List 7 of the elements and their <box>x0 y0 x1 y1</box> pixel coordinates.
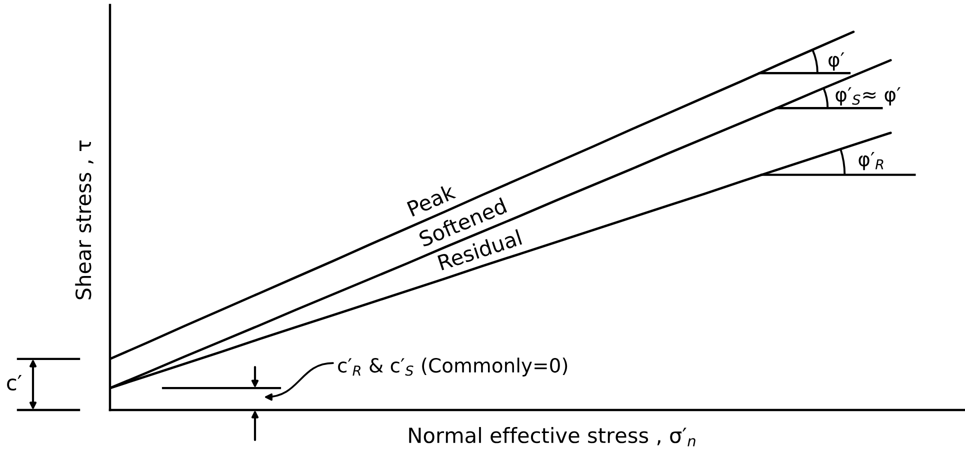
x-axis-title: Normal effective stress , σ′$_{n}$ <box>409 427 696 446</box>
annotation: φ′$_{R}$ <box>858 152 884 170</box>
annotation: φ′$_{S}$≈ φ′ <box>836 87 900 106</box>
annotation: c′$_{R}$ & c′$_{S}$ (Commonly=0) <box>338 358 568 376</box>
text: c′ <box>7 375 22 391</box>
annotation: φ′ <box>828 52 844 71</box>
y-axis-title: Shear stress , τ <box>75 140 94 300</box>
